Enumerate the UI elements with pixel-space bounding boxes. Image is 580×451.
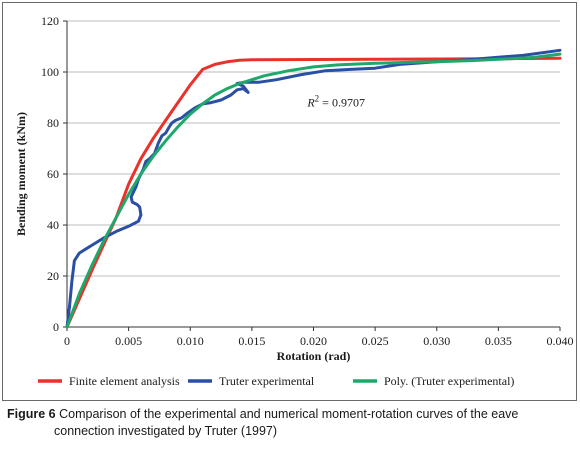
y-tick-label: 40 — [47, 218, 59, 232]
series-line-finite-element-analysis — [65, 56, 562, 329]
x-tick-label: 0.005 — [115, 334, 142, 348]
y-tick-label: 80 — [47, 116, 59, 130]
chart-svg: 0 20 40 60 80 100 120 0 0.005 0.010 0.015 0.020 0.02… — [14, 14, 574, 388]
figure-caption: Figure 6 Comparison of the experimental … — [7, 406, 573, 440]
series-line-poly-truter-experimental — [65, 52, 562, 329]
x-tick-label: 0.025 — [362, 334, 389, 348]
y-tick-label: 60 — [47, 167, 59, 181]
x-tick-label: 0.035 — [485, 334, 512, 348]
x-tick-label: 0.040 — [547, 334, 574, 348]
x-axis-title: Rotation (rad) — [277, 349, 351, 363]
y-tick-label: 0 — [53, 320, 59, 334]
legend-label-finite-element-analysis: Finite element analysis — [69, 374, 180, 388]
series-line-truter-experimental — [65, 48, 562, 329]
annotation-exponent: 2 — [315, 94, 320, 104]
ticks-layer: 0 20 40 60 80 100 120 0 0.005 0.010 0.015 0.020 0.02… — [41, 14, 574, 348]
y-axis-title: Bending moment (kNm) — [14, 112, 28, 236]
y-tick-label: 100 — [41, 65, 59, 79]
x-tick-label: 0 — [64, 334, 70, 348]
legend: Finite element analysis Truter experiment… — [38, 374, 514, 388]
x-tick-label: 0.010 — [177, 334, 204, 348]
y-tick-label: 20 — [47, 269, 59, 283]
series-layer — [65, 48, 562, 329]
annotation-value: = 0.9707 — [319, 96, 365, 110]
y-tick-label: 120 — [41, 14, 59, 28]
r-squared-annotation: R2 = 0.9707 — [306, 94, 365, 110]
chart-frame: 0 20 40 60 80 100 120 0 0.005 0.010 0.015 0.020 0.02… — [2, 2, 577, 401]
caption-text: Comparison of the experimental and numer… — [59, 407, 519, 421]
annotation-r: R — [306, 96, 315, 110]
legend-label-truter-experimental: Truter experimental — [219, 374, 315, 388]
caption-line2: connection investigated by Truter (1997) — [54, 424, 278, 438]
x-tick-label: 0.030 — [423, 334, 450, 348]
x-tick-label: 0.020 — [300, 334, 327, 348]
legend-label-poly-truter-experimental: Poly. (Truter experimental) — [384, 374, 514, 388]
x-tick-label: 0.015 — [238, 334, 265, 348]
caption-lead: Figure 6 — [7, 407, 56, 421]
